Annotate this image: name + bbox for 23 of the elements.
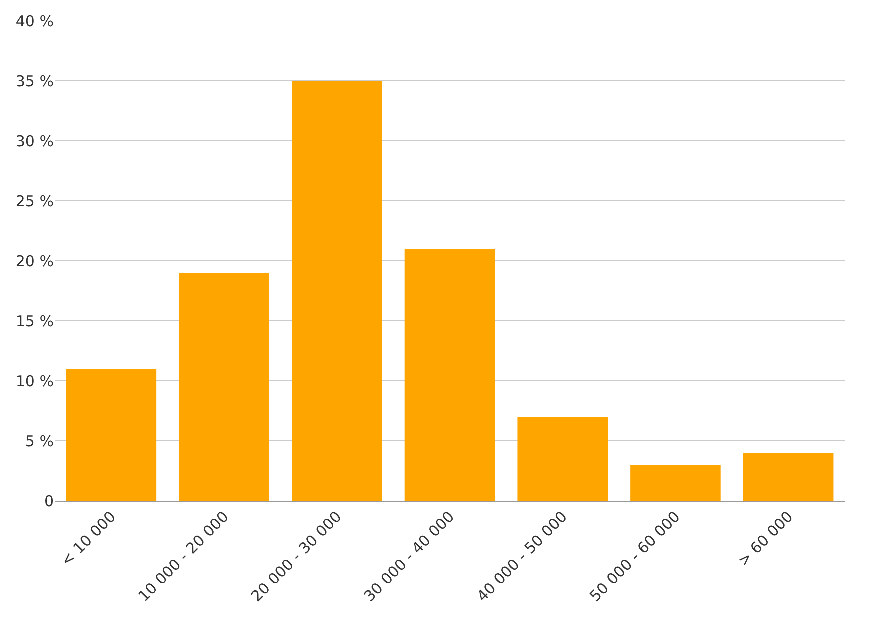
x-tick-label: > 60 000 — [734, 508, 797, 570]
x-tick-label: 40 000 - 50 000 — [473, 508, 571, 606]
x-tick-label: 50 000 - 60 000 — [586, 508, 684, 606]
x-tick-label: 30 000 - 40 000 — [360, 508, 458, 606]
y-tick-label: 25 % — [16, 192, 54, 210]
bar — [404, 249, 496, 501]
bar — [630, 465, 721, 501]
y-tick-label: 40 % — [16, 12, 54, 30]
bar — [743, 453, 834, 501]
x-tick-label: 10 000 - 20 000 — [134, 508, 232, 606]
y-tick-label: 30 % — [16, 132, 54, 150]
y-tick-label: 0 — [44, 492, 54, 510]
y-tick-label: 20 % — [16, 252, 54, 270]
bar — [292, 81, 382, 501]
x-tick-label: 20 000 - 30 000 — [248, 508, 346, 606]
bar — [518, 417, 608, 501]
x-tick-label: < 10 000 — [57, 508, 120, 570]
bar — [66, 369, 157, 501]
bar — [179, 273, 270, 501]
y-tick-label: 15 % — [16, 312, 54, 330]
y-tick-label: 10 % — [16, 372, 54, 390]
y-tick-label: 35 % — [16, 72, 54, 90]
y-tick-label: 5 % — [25, 432, 54, 450]
